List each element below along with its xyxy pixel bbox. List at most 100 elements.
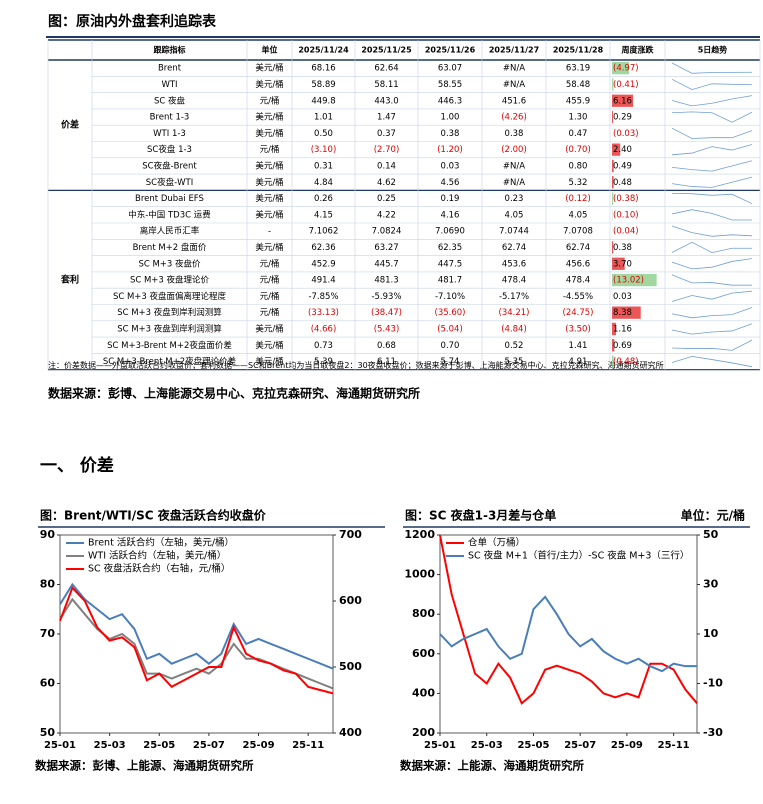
- cell: 5.32: [569, 178, 588, 188]
- sparkline: [671, 111, 753, 123]
- cell: 4.05: [505, 210, 524, 220]
- cell: 4.62: [377, 178, 396, 188]
- change-bar: [612, 78, 614, 91]
- cell: 美元/桶: [255, 177, 283, 188]
- header-cell: 2025/11/25: [361, 46, 412, 55]
- cell: 451.6: [502, 96, 526, 106]
- cell: 8.38: [613, 308, 632, 318]
- x-tick-label: 25-11: [292, 740, 324, 751]
- x-tick-label: 25-07: [564, 740, 596, 751]
- cell: SC M+3 夜盘到岸利润测算: [117, 323, 222, 334]
- change-bar: [612, 159, 614, 173]
- cell: SC M+3 夜盘理论价: [130, 275, 210, 286]
- header-cell: 2025/11/28: [553, 46, 604, 55]
- y-tick-label: 60: [40, 677, 56, 690]
- cell: 0.03: [613, 292, 632, 302]
- chart-title: 图：Brent/WTI/SC 夜盘活跃合约收盘价: [40, 508, 267, 523]
- cell: 6.16: [613, 96, 632, 106]
- cell: 62.74: [566, 243, 590, 253]
- cell: (33.13): [308, 308, 339, 318]
- sparkline: [671, 62, 753, 74]
- cell: 0.14: [377, 161, 396, 171]
- y2-tick-label: -30: [703, 726, 723, 739]
- cell: 0.73: [314, 341, 333, 351]
- header-cell: 2025/11/24: [298, 46, 349, 55]
- y-tick-label: 70: [40, 627, 56, 640]
- cell: -: [268, 227, 271, 237]
- cell: 4.91: [569, 357, 588, 367]
- header-cell: 2025/11/26: [425, 46, 476, 55]
- y-tick-label: 1200: [404, 528, 435, 541]
- cell: 0.37: [377, 129, 396, 139]
- cell: SC夜盘-Brent: [142, 160, 197, 171]
- legend-label: 仓单（万桶）: [468, 537, 525, 549]
- cell: -5.17%: [499, 292, 529, 302]
- cell: SC M+3-Brent M+2夜盘理论价差: [103, 356, 236, 367]
- cell: 478.4: [566, 276, 590, 286]
- cell: 0.29: [613, 113, 632, 123]
- cell: (0.38): [613, 194, 639, 204]
- change-bar: [612, 339, 615, 352]
- cell: (5.04): [437, 324, 463, 334]
- cell: 481.7: [438, 276, 462, 286]
- cell: -7.85%: [308, 292, 338, 302]
- cell: 453.6: [502, 259, 526, 269]
- cell: 1.01: [314, 113, 333, 123]
- cell: 中东-中国 TD3C 运费: [128, 209, 211, 220]
- cell: 7.1062: [309, 227, 339, 237]
- cell: 452.9: [311, 259, 335, 269]
- group-label: 价差: [61, 119, 79, 131]
- y2-tick-label: 500: [339, 660, 362, 673]
- sparkline: [671, 274, 752, 286]
- cell: 481.3: [374, 276, 398, 286]
- cell: 58.89: [311, 80, 335, 90]
- legend-label: WTI 活跃合约（左轴，美元/桶）: [88, 550, 226, 562]
- x-tick-label: 25-05: [143, 740, 175, 751]
- y2-tick-label: 600: [339, 594, 362, 607]
- x-tick-label: 25-01: [44, 740, 76, 751]
- note: 注：价差数据——外盘取活跃合约收盘价；套利数据——SC和Brent均为当日取夜盘…: [48, 361, 664, 370]
- cell: 2.40: [613, 145, 632, 155]
- cell: 63.19: [566, 64, 590, 74]
- change-bar: [612, 94, 634, 107]
- cell: 4.15: [314, 210, 333, 220]
- cell: 447.5: [438, 259, 462, 269]
- cell: SC M+3 夜盘价: [138, 258, 201, 269]
- cell: 0.23: [505, 194, 524, 204]
- cell: 62.64: [374, 64, 398, 74]
- sparkline: [671, 355, 753, 368]
- cell: 元/桶: [260, 291, 280, 302]
- cell: 1.00: [441, 113, 460, 123]
- cell: 445.7: [374, 259, 398, 269]
- cell: (3.50): [565, 324, 591, 334]
- cell: 456.6: [566, 259, 590, 269]
- section-heading: 一、 价差: [40, 455, 114, 476]
- y-tick-label: 800: [412, 607, 435, 620]
- cell: 7.0708: [563, 227, 593, 237]
- cell: 0.26: [314, 194, 333, 204]
- cell: 0.38: [613, 243, 632, 253]
- cell: 7.0744: [499, 227, 529, 237]
- sparkline: [671, 160, 753, 172]
- x-tick-label: 25-11: [658, 740, 690, 751]
- cell: 491.4: [311, 276, 335, 286]
- cell: #N/A: [503, 80, 525, 90]
- cell: (0.04): [613, 227, 639, 237]
- cell: 美元/桶: [255, 112, 283, 123]
- cell: 元/桶: [260, 95, 280, 106]
- cell: 元/桶: [260, 144, 280, 155]
- cell: 0.47: [569, 129, 588, 139]
- cell: 0.03: [441, 161, 460, 171]
- y2-tick-label: 400: [339, 726, 362, 739]
- change-bar: [612, 273, 657, 287]
- cell: 4.84: [314, 178, 333, 188]
- cell: 478.4: [502, 276, 526, 286]
- cell: (0.41): [613, 80, 639, 90]
- cell: 美元/桶: [255, 193, 283, 204]
- y-tick-label: 80: [40, 578, 56, 591]
- cell: 1.16: [613, 324, 632, 334]
- y2-tick-label: 700: [339, 528, 362, 541]
- cell: 63.27: [374, 243, 398, 253]
- cell: 美元/桶: [255, 79, 283, 90]
- cell: 455.9: [566, 96, 590, 106]
